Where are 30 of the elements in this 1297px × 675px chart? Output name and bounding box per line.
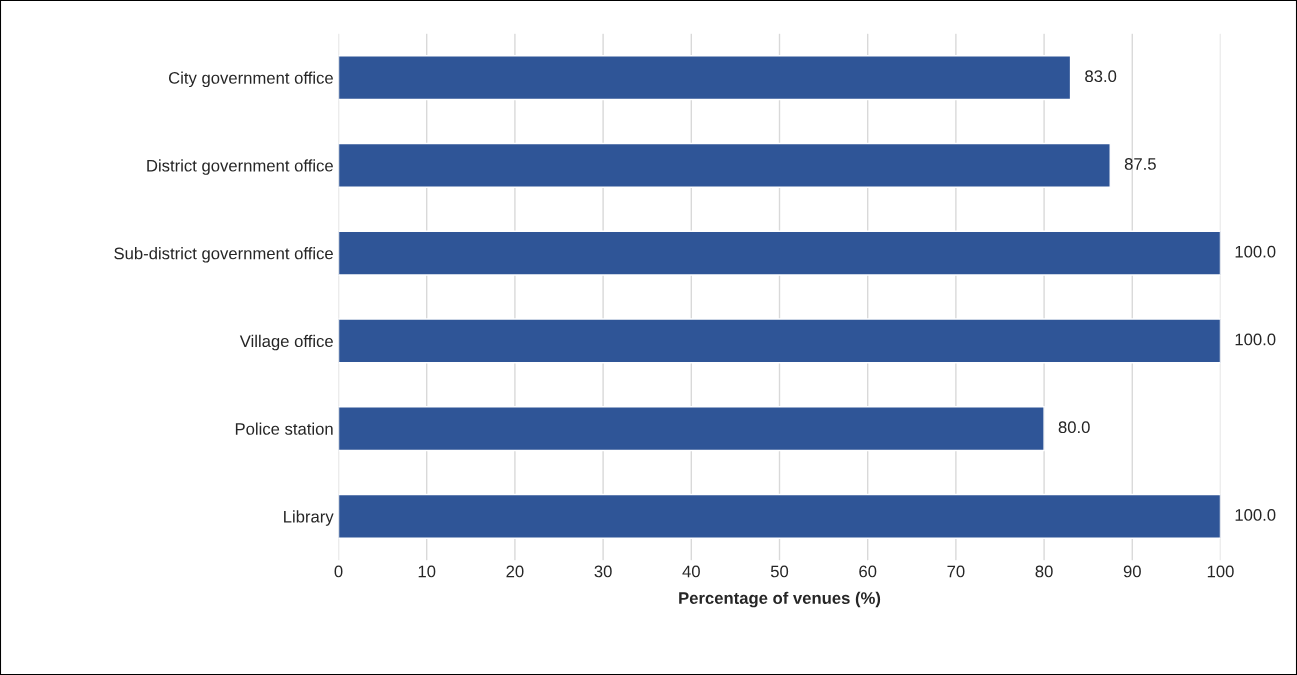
y-tick-label: Police station bbox=[235, 422, 333, 435]
bar bbox=[338, 142, 1111, 189]
x-tick-label: 50 bbox=[770, 565, 789, 578]
data-label: 100.0 bbox=[1235, 245, 1276, 258]
x-tick-label: 20 bbox=[506, 565, 524, 578]
bar bbox=[338, 54, 1072, 101]
x-tick-label: 70 bbox=[947, 565, 965, 578]
y-tick-label: Village office bbox=[239, 334, 333, 351]
bar bbox=[338, 230, 1221, 276]
x-tick-label: 0 bbox=[334, 565, 343, 578]
x-tick-label: 60 bbox=[859, 565, 877, 578]
x-tick-label: 80 bbox=[1035, 565, 1053, 578]
x-axis-title: Percentage of venues (%) bbox=[679, 591, 881, 608]
data-label: 100.0 bbox=[1235, 509, 1276, 521]
x-tick-label: 30 bbox=[594, 565, 612, 578]
y-tick-label: Sub-district government office bbox=[114, 247, 333, 263]
x-tick-label: 90 bbox=[1123, 565, 1141, 578]
data-label: 87.5 bbox=[1124, 158, 1156, 170]
data-label: 80.0 bbox=[1058, 421, 1090, 434]
y-tick-label: Library bbox=[284, 510, 334, 526]
x-tick-label: 100 bbox=[1207, 565, 1234, 578]
x-tick-label: 40 bbox=[682, 565, 700, 578]
bar bbox=[338, 318, 1221, 364]
data-label: 83.0 bbox=[1085, 70, 1117, 83]
y-tick-label: District government office bbox=[147, 159, 333, 175]
data-label: 100.0 bbox=[1235, 333, 1276, 346]
x-tick-label: 10 bbox=[418, 565, 436, 578]
y-tick-label: City government office bbox=[168, 71, 333, 88]
bar bbox=[338, 493, 1221, 540]
bar bbox=[338, 405, 1045, 452]
